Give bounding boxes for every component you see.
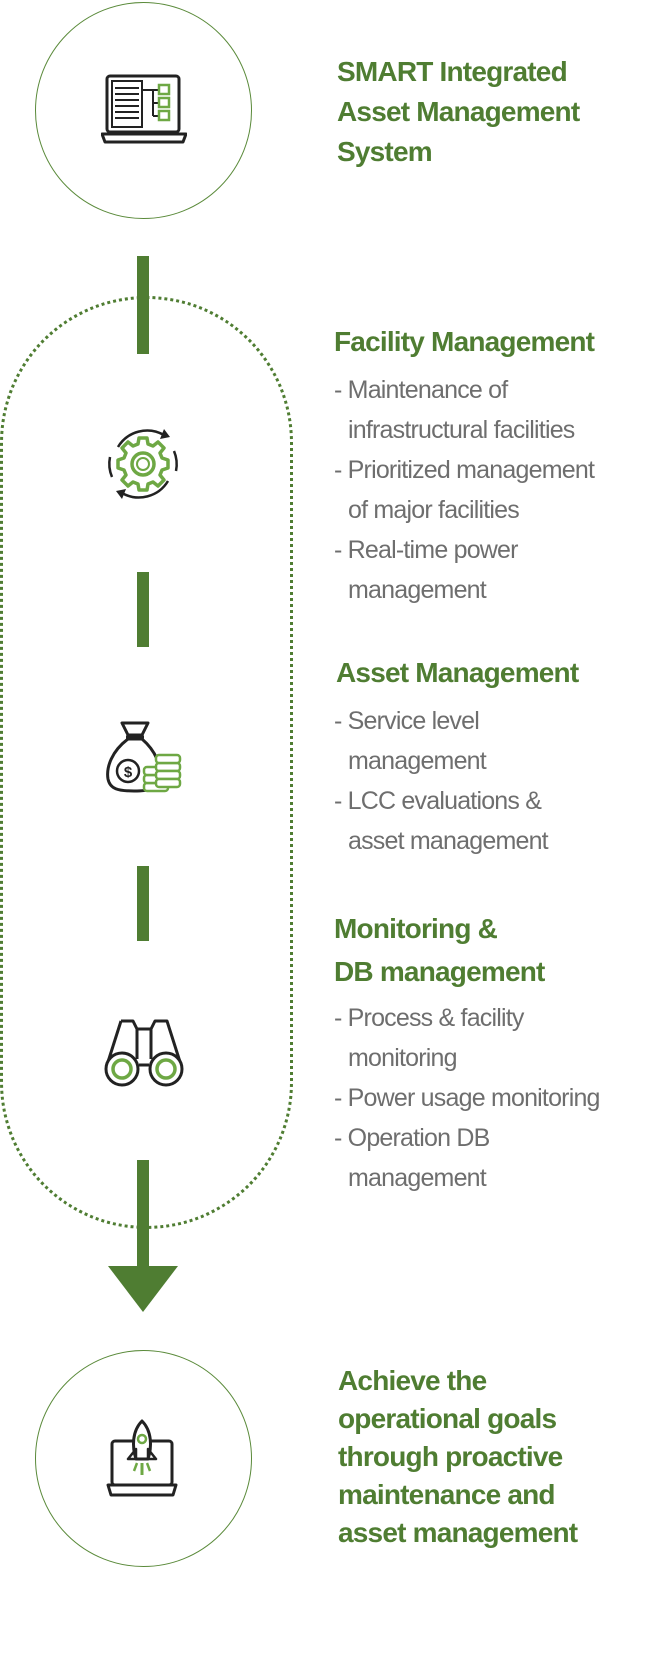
connector-line-3: [137, 866, 149, 941]
gear-cycle-icon: [108, 429, 178, 499]
list-item: - Real-time power management: [334, 536, 518, 604]
step-title-facility: Facility Management: [334, 326, 595, 357]
connector-line-2: [137, 572, 149, 647]
laptop-dashboard-icon: [101, 74, 187, 144]
monitoring-bullets: - Process & facility monitoring - Power …: [334, 998, 600, 1198]
start-node-circle: [35, 2, 252, 219]
list-item: - Maintenance of infrastructural facilit…: [334, 376, 575, 444]
list-item: - LCC evaluations & asset management: [334, 787, 549, 855]
step-title-smart-system: SMART Integrated Asset Management System: [337, 56, 580, 167]
connector-line-1: [137, 256, 149, 354]
rocket-laptop-icon: [106, 1419, 178, 1497]
list-item: - Service level management: [334, 707, 487, 775]
arrow-down-icon: [108, 1266, 178, 1312]
list-item: - Process & facility monitoring: [334, 1004, 524, 1072]
step-title-goal: Achieve the operational goals through pr…: [338, 1365, 578, 1548]
step-title-asset: Asset Management: [336, 657, 579, 688]
binoculars-icon: [104, 1019, 184, 1087]
list-item: - Operation DB management: [334, 1124, 490, 1192]
svg-text:$: $: [124, 764, 133, 781]
facility-bullets: - Maintenance of infrastructural facilit…: [334, 370, 595, 610]
list-item: - Prioritized management of major facili…: [334, 456, 595, 524]
connector-line-4: [137, 1160, 149, 1270]
step-title-monitoring: Monitoring & DB management: [334, 913, 545, 987]
asset-bullets: - Service level management - LCC evaluat…: [334, 701, 549, 861]
money-bag-icon: $: [106, 721, 182, 793]
list-item: - Power usage monitoring: [334, 1084, 600, 1112]
